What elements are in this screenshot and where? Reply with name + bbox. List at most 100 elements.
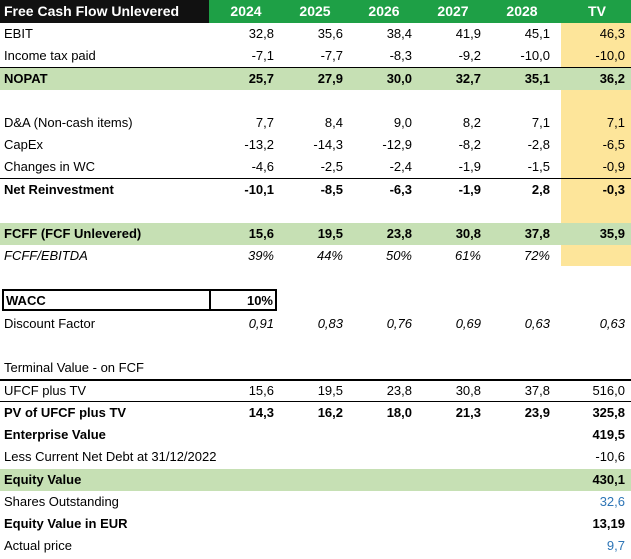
equity-eur-value[interactable]: 13,19	[592, 516, 625, 531]
ebit-tv[interactable]: 46,3	[599, 26, 625, 41]
pv-ufcf-tv[interactable]: 325,8	[592, 405, 625, 420]
pv-ufcf-2026[interactable]: 18,0	[386, 405, 412, 420]
nopat-2024[interactable]: 25,7	[248, 71, 274, 86]
net-debt-label[interactable]: Less Current Net Debt at 31/12/2022	[4, 449, 217, 464]
shares-label[interactable]: Shares Outstanding	[4, 494, 119, 509]
capex-label[interactable]: CapEx	[4, 137, 44, 152]
discount-2025[interactable]: 0,83	[317, 316, 343, 331]
reinvestment-2028[interactable]: 2,8	[531, 182, 550, 197]
tv-header[interactable]: TV	[588, 3, 606, 19]
ev-value[interactable]: 419,5	[592, 427, 625, 442]
fcff-ebitda-2024[interactable]: 39%	[247, 248, 274, 263]
equity-value[interactable]: 430,1	[592, 472, 625, 487]
capex-2025[interactable]: -14,3	[313, 137, 343, 152]
reinvestment-2027[interactable]: -1,9	[458, 182, 481, 197]
wc-2026[interactable]: -2,4	[389, 159, 412, 174]
year-2026-header[interactable]: 2026	[368, 3, 400, 19]
da-2027[interactable]: 8,2	[462, 115, 481, 130]
wacc-cell-box[interactable]: WACC 10%	[2, 289, 277, 311]
price-label[interactable]: Actual price	[4, 538, 72, 553]
table-title[interactable]: Free Cash Flow Unlevered	[0, 0, 209, 23]
capex-2027[interactable]: -8,2	[458, 137, 481, 152]
terminal-label[interactable]: Terminal Value - on FCF	[4, 360, 144, 375]
ufcf-tv-2028[interactable]: 37,8	[524, 383, 550, 398]
pv-ufcf-2024[interactable]: 14,3	[248, 405, 274, 420]
reinvestment-tv[interactable]: -0,3	[602, 182, 625, 197]
equity-eur-label[interactable]: Equity Value in EUR	[4, 516, 128, 531]
pv-ufcf-2028[interactable]: 23,9	[524, 405, 550, 420]
ufcf-tv-2027[interactable]: 30,8	[455, 383, 481, 398]
pv-ufcf-label[interactable]: PV of UFCF plus TV	[4, 405, 127, 420]
discount-2024[interactable]: 0,91	[248, 316, 274, 331]
pv-ufcf-2027[interactable]: 21,3	[455, 405, 481, 420]
ev-label[interactable]: Enterprise Value	[4, 427, 106, 442]
discount-2027[interactable]: 0,69	[455, 316, 481, 331]
ebit-2025[interactable]: 35,6	[317, 26, 343, 41]
price-value[interactable]: 9,7	[606, 538, 625, 553]
capex-tv[interactable]: -6,5	[602, 137, 625, 152]
fcff-ebitda-2027[interactable]: 61%	[454, 248, 481, 263]
wacc-label[interactable]: WACC	[6, 293, 46, 308]
pv-ufcf-2025[interactable]: 16,2	[317, 405, 343, 420]
da-tv[interactable]: 7,1	[606, 115, 625, 130]
fcff-2027[interactable]: 30,8	[455, 226, 481, 241]
da-label[interactable]: D&A (Non-cash items)	[4, 115, 133, 130]
shares-value[interactable]: 32,6	[599, 494, 625, 509]
fcff-2026[interactable]: 23,8	[386, 226, 412, 241]
ebit-label[interactable]: EBIT	[4, 26, 33, 41]
reinvestment-label[interactable]: Net Reinvestment	[4, 182, 114, 197]
reinvestment-2024[interactable]: -10,1	[244, 182, 274, 197]
net-debt-value[interactable]: -10,6	[595, 449, 625, 464]
fcff-tv[interactable]: 35,9	[599, 226, 625, 241]
fcff-label[interactable]: FCFF (FCF Unlevered)	[4, 226, 142, 241]
nopat-2028[interactable]: 35,1	[524, 71, 550, 86]
nopat-2026[interactable]: 30,0	[386, 71, 412, 86]
da-2026[interactable]: 9,0	[393, 115, 412, 130]
da-2024[interactable]: 7,7	[255, 115, 274, 130]
tax-2025[interactable]: -7,7	[320, 48, 343, 63]
capex-2026[interactable]: -12,9	[382, 137, 412, 152]
wc-2025[interactable]: -2,5	[320, 159, 343, 174]
tax-tv[interactable]: -10,0	[595, 48, 625, 63]
nopat-label[interactable]: NOPAT	[4, 71, 48, 86]
tax-2024[interactable]: -7,1	[251, 48, 274, 63]
wc-2028[interactable]: -1,5	[527, 159, 550, 174]
fcff-ebitda-2028[interactable]: 72%	[523, 248, 550, 263]
da-2028[interactable]: 7,1	[531, 115, 550, 130]
fcff-ebitda-2025[interactable]: 44%	[316, 248, 343, 263]
fcff-ebitda-2026[interactable]: 50%	[385, 248, 412, 263]
discount-2028[interactable]: 0,63	[524, 316, 550, 331]
ebit-2027[interactable]: 41,9	[455, 26, 481, 41]
wc-2027[interactable]: -1,9	[458, 159, 481, 174]
reinvestment-2025[interactable]: -8,5	[320, 182, 343, 197]
capex-2024[interactable]: -13,2	[244, 137, 274, 152]
reinvestment-2026[interactable]: -6,3	[389, 182, 412, 197]
discount-2026[interactable]: 0,76	[386, 316, 412, 331]
year-2028-header[interactable]: 2028	[506, 3, 538, 19]
tax-2028[interactable]: -10,0	[520, 48, 550, 63]
ufcf-tv-2024[interactable]: 15,6	[248, 383, 274, 398]
capex-2028[interactable]: -2,8	[527, 137, 550, 152]
fcff-ebitda-label[interactable]: FCFF/EBITDA	[4, 248, 88, 263]
year-2025-header[interactable]: 2025	[299, 3, 331, 19]
tax-label[interactable]: Income tax paid	[4, 48, 96, 63]
nopat-2025[interactable]: 27,9	[317, 71, 343, 86]
year-2027-header[interactable]: 2027	[437, 3, 469, 19]
nopat-2027[interactable]: 32,7	[455, 71, 481, 86]
ebit-2028[interactable]: 45,1	[524, 26, 550, 41]
discount-tv[interactable]: 0,63	[599, 316, 625, 331]
fcff-2025[interactable]: 19,5	[317, 226, 343, 241]
ebit-2024[interactable]: 32,8	[248, 26, 274, 41]
year-2024-header[interactable]: 2024	[230, 3, 262, 19]
wc-label[interactable]: Changes in WC	[4, 159, 96, 174]
tax-2026[interactable]: -8,3	[389, 48, 412, 63]
wc-tv[interactable]: -0,9	[602, 159, 625, 174]
discount-label[interactable]: Discount Factor	[4, 316, 96, 331]
ufcf-tv-label[interactable]: UFCF plus TV	[4, 383, 87, 398]
wc-2024[interactable]: -4,6	[251, 159, 274, 174]
tax-2027[interactable]: -9,2	[458, 48, 481, 63]
nopat-tv[interactable]: 36,2	[599, 71, 625, 86]
equity-label[interactable]: Equity Value	[4, 472, 82, 487]
fcff-2028[interactable]: 37,8	[524, 226, 550, 241]
ufcf-tv-2025[interactable]: 19,5	[317, 383, 343, 398]
